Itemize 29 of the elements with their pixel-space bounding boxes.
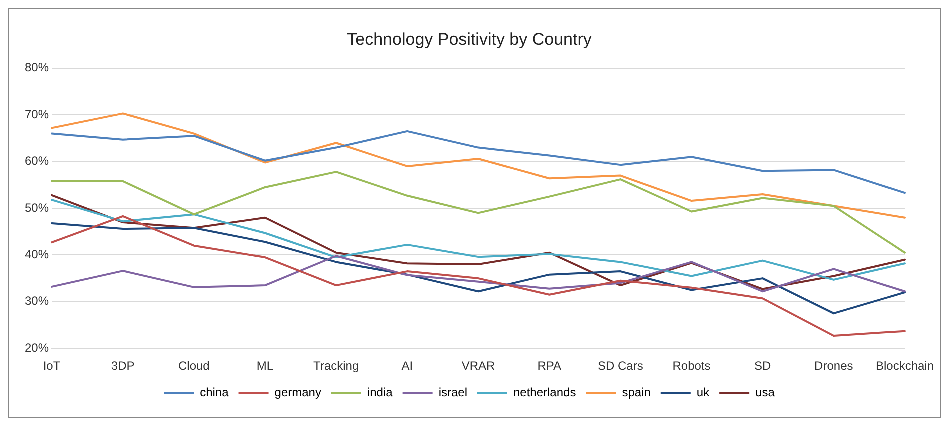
x-tick-label: 3DP <box>111 359 135 374</box>
y-tick-label: 50% <box>24 200 50 215</box>
x-tick-label: SD <box>754 359 772 374</box>
y-tick-label: 40% <box>24 248 50 262</box>
x-tick-label: VRAR <box>462 359 496 374</box>
y-tick-label: 70% <box>24 107 50 122</box>
legend-label: china <box>200 385 230 400</box>
legend-label: spain <box>622 385 651 400</box>
x-tick-label: Blockchain <box>876 359 934 374</box>
x-tick-label: Cloud <box>178 359 210 374</box>
y-tick-label: 20% <box>24 340 50 355</box>
legend-label: netherlands <box>513 385 576 400</box>
y-tick-label: 80% <box>24 60 50 75</box>
x-tick-label: Tracking <box>314 359 360 374</box>
x-tick-label: SD Cars <box>598 359 644 374</box>
legend-label: germany <box>274 385 322 400</box>
x-tick-label: Robots <box>672 359 711 374</box>
legend-label: uk <box>696 385 711 400</box>
y-tick-label: 60% <box>24 154 50 168</box>
chart-title: Technology Positivity by Country <box>347 30 592 49</box>
y-tick-label: 30% <box>24 294 50 308</box>
legend-label: usa <box>756 385 776 400</box>
legend-label: israel <box>438 385 468 400</box>
x-tick-label: ML <box>256 359 274 374</box>
x-tick-label: IoT <box>43 359 62 374</box>
legend-label: india <box>367 385 394 400</box>
x-tick-label: AI <box>402 359 414 374</box>
x-tick-label: Drones <box>814 359 854 374</box>
x-tick-label: RPA <box>538 359 562 374</box>
